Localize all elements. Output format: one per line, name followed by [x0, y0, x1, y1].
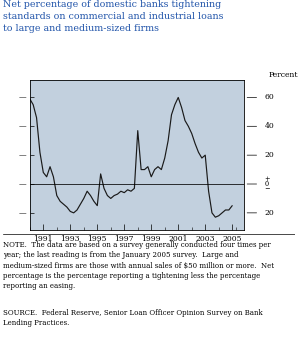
Text: 0: 0 — [265, 180, 269, 188]
Text: 20: 20 — [265, 209, 274, 217]
Text: +: + — [265, 175, 270, 183]
Text: —: — — [18, 151, 26, 159]
Text: 40: 40 — [265, 122, 274, 130]
Text: SOURCE.  Federal Reserve, Senior Loan Officer Opinion Survey on Bank
Lending Pra: SOURCE. Federal Reserve, Senior Loan Off… — [3, 309, 263, 327]
Text: —: — — [18, 93, 26, 101]
Text: 20: 20 — [265, 151, 274, 159]
Text: 60: 60 — [265, 93, 274, 101]
Text: Net percentage of domestic banks tightening
standards on commercial and industri: Net percentage of domestic banks tighten… — [3, 0, 224, 33]
Text: —: — — [18, 180, 26, 188]
Text: Percent: Percent — [268, 71, 298, 79]
Text: —: — — [18, 122, 26, 130]
Text: —: — — [18, 209, 26, 217]
Text: −: − — [265, 185, 270, 193]
Text: NOTE.  The data are based on a survey generally conducted four times per
year; t: NOTE. The data are based on a survey gen… — [3, 241, 274, 290]
